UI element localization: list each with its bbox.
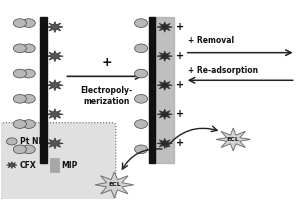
Polygon shape xyxy=(95,172,134,198)
Polygon shape xyxy=(46,22,63,33)
Circle shape xyxy=(134,94,148,103)
Circle shape xyxy=(22,94,35,103)
Polygon shape xyxy=(6,162,17,169)
Text: Pt NPs: Pt NPs xyxy=(20,137,48,146)
Polygon shape xyxy=(157,138,172,149)
Circle shape xyxy=(134,69,148,78)
Polygon shape xyxy=(46,138,63,149)
Circle shape xyxy=(13,69,26,78)
Text: CFX: CFX xyxy=(20,161,37,170)
Circle shape xyxy=(22,120,35,128)
Circle shape xyxy=(13,44,26,53)
Circle shape xyxy=(134,19,148,27)
Polygon shape xyxy=(157,109,172,119)
Circle shape xyxy=(22,44,35,53)
Text: +: + xyxy=(176,109,184,119)
Text: +: + xyxy=(176,51,184,61)
Circle shape xyxy=(134,145,148,154)
Polygon shape xyxy=(46,109,63,120)
Polygon shape xyxy=(157,22,172,32)
Text: +: + xyxy=(176,80,184,90)
Circle shape xyxy=(13,120,26,128)
Circle shape xyxy=(13,19,26,27)
Polygon shape xyxy=(157,80,172,90)
Text: +: + xyxy=(176,138,184,148)
Text: +: + xyxy=(176,22,184,32)
Text: ECL: ECL xyxy=(108,182,121,187)
Bar xyxy=(50,158,59,172)
Bar xyxy=(148,17,155,163)
Circle shape xyxy=(13,94,26,103)
Polygon shape xyxy=(216,128,250,151)
Text: MIP: MIP xyxy=(62,161,78,170)
Text: ECL: ECL xyxy=(227,137,240,142)
Polygon shape xyxy=(157,51,172,61)
Polygon shape xyxy=(46,80,63,91)
Circle shape xyxy=(22,69,35,78)
Text: Electropoly-
merization: Electropoly- merization xyxy=(80,86,133,106)
Circle shape xyxy=(6,138,17,145)
Bar xyxy=(40,17,46,163)
Text: +: + xyxy=(101,56,112,69)
Circle shape xyxy=(134,44,148,53)
Circle shape xyxy=(134,120,148,128)
Circle shape xyxy=(22,145,35,154)
Text: + Re-adsorption: + Re-adsorption xyxy=(188,66,258,75)
FancyBboxPatch shape xyxy=(0,123,116,200)
Circle shape xyxy=(22,19,35,27)
Bar xyxy=(155,17,174,163)
Circle shape xyxy=(13,145,26,154)
Text: + Removal: + Removal xyxy=(188,36,234,45)
Polygon shape xyxy=(46,51,63,62)
